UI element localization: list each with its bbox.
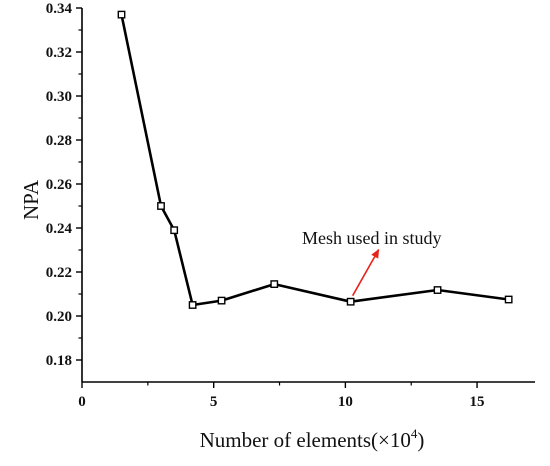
x-axis-title-main: Number of elements(×10 (200, 428, 411, 452)
data-point-marker (504, 295, 513, 304)
y-tick-label: 0.34 (46, 1, 73, 17)
x-axis-ticks: 0 5 10 15 (78, 382, 485, 410)
data-point-marker (188, 301, 197, 309)
data-point-marker (346, 297, 355, 306)
series-group (117, 10, 513, 309)
x-tick-label: 5 (210, 394, 218, 410)
y-tick-label: 0.20 (46, 309, 72, 325)
annotation-group: Mesh used in study (302, 228, 442, 297)
data-point-marker (157, 202, 165, 210)
y-tick-label: 0.22 (46, 265, 72, 281)
data-point-marker (433, 286, 442, 294)
series-line (120, 14, 509, 307)
axes (81, 8, 535, 383)
annotation-arrow (351, 248, 380, 297)
data-point-marker (270, 280, 279, 288)
y-tick-label: 0.26 (46, 177, 73, 193)
x-tick-label: 10 (338, 394, 353, 410)
y-axis-ticks: 0.18 0.20 0.22 0.24 0.26 0.28 0.30 0.32 0.34 (46, 1, 82, 369)
data-point-marker (170, 226, 179, 235)
y-tick-label: 0.30 (46, 89, 72, 105)
data-point-marker (117, 10, 126, 19)
x-axis-title-suffix: ) (417, 428, 424, 452)
y-axis-title: NPA (19, 179, 43, 220)
x-tick-label: 0 (78, 394, 86, 410)
y-tick-label: 0.24 (46, 221, 73, 237)
annotation-label: Mesh used in study (302, 228, 442, 248)
y-tick-label: 0.32 (46, 45, 72, 61)
x-axis-title-superscript: 4 (411, 426, 418, 441)
y-tick-label: 0.28 (46, 133, 72, 149)
x-axis-title: Number of elements(×104) (200, 426, 425, 452)
data-point-marker (217, 296, 226, 305)
x-tick-label: 15 (470, 394, 485, 410)
y-tick-label: 0.18 (46, 353, 72, 369)
